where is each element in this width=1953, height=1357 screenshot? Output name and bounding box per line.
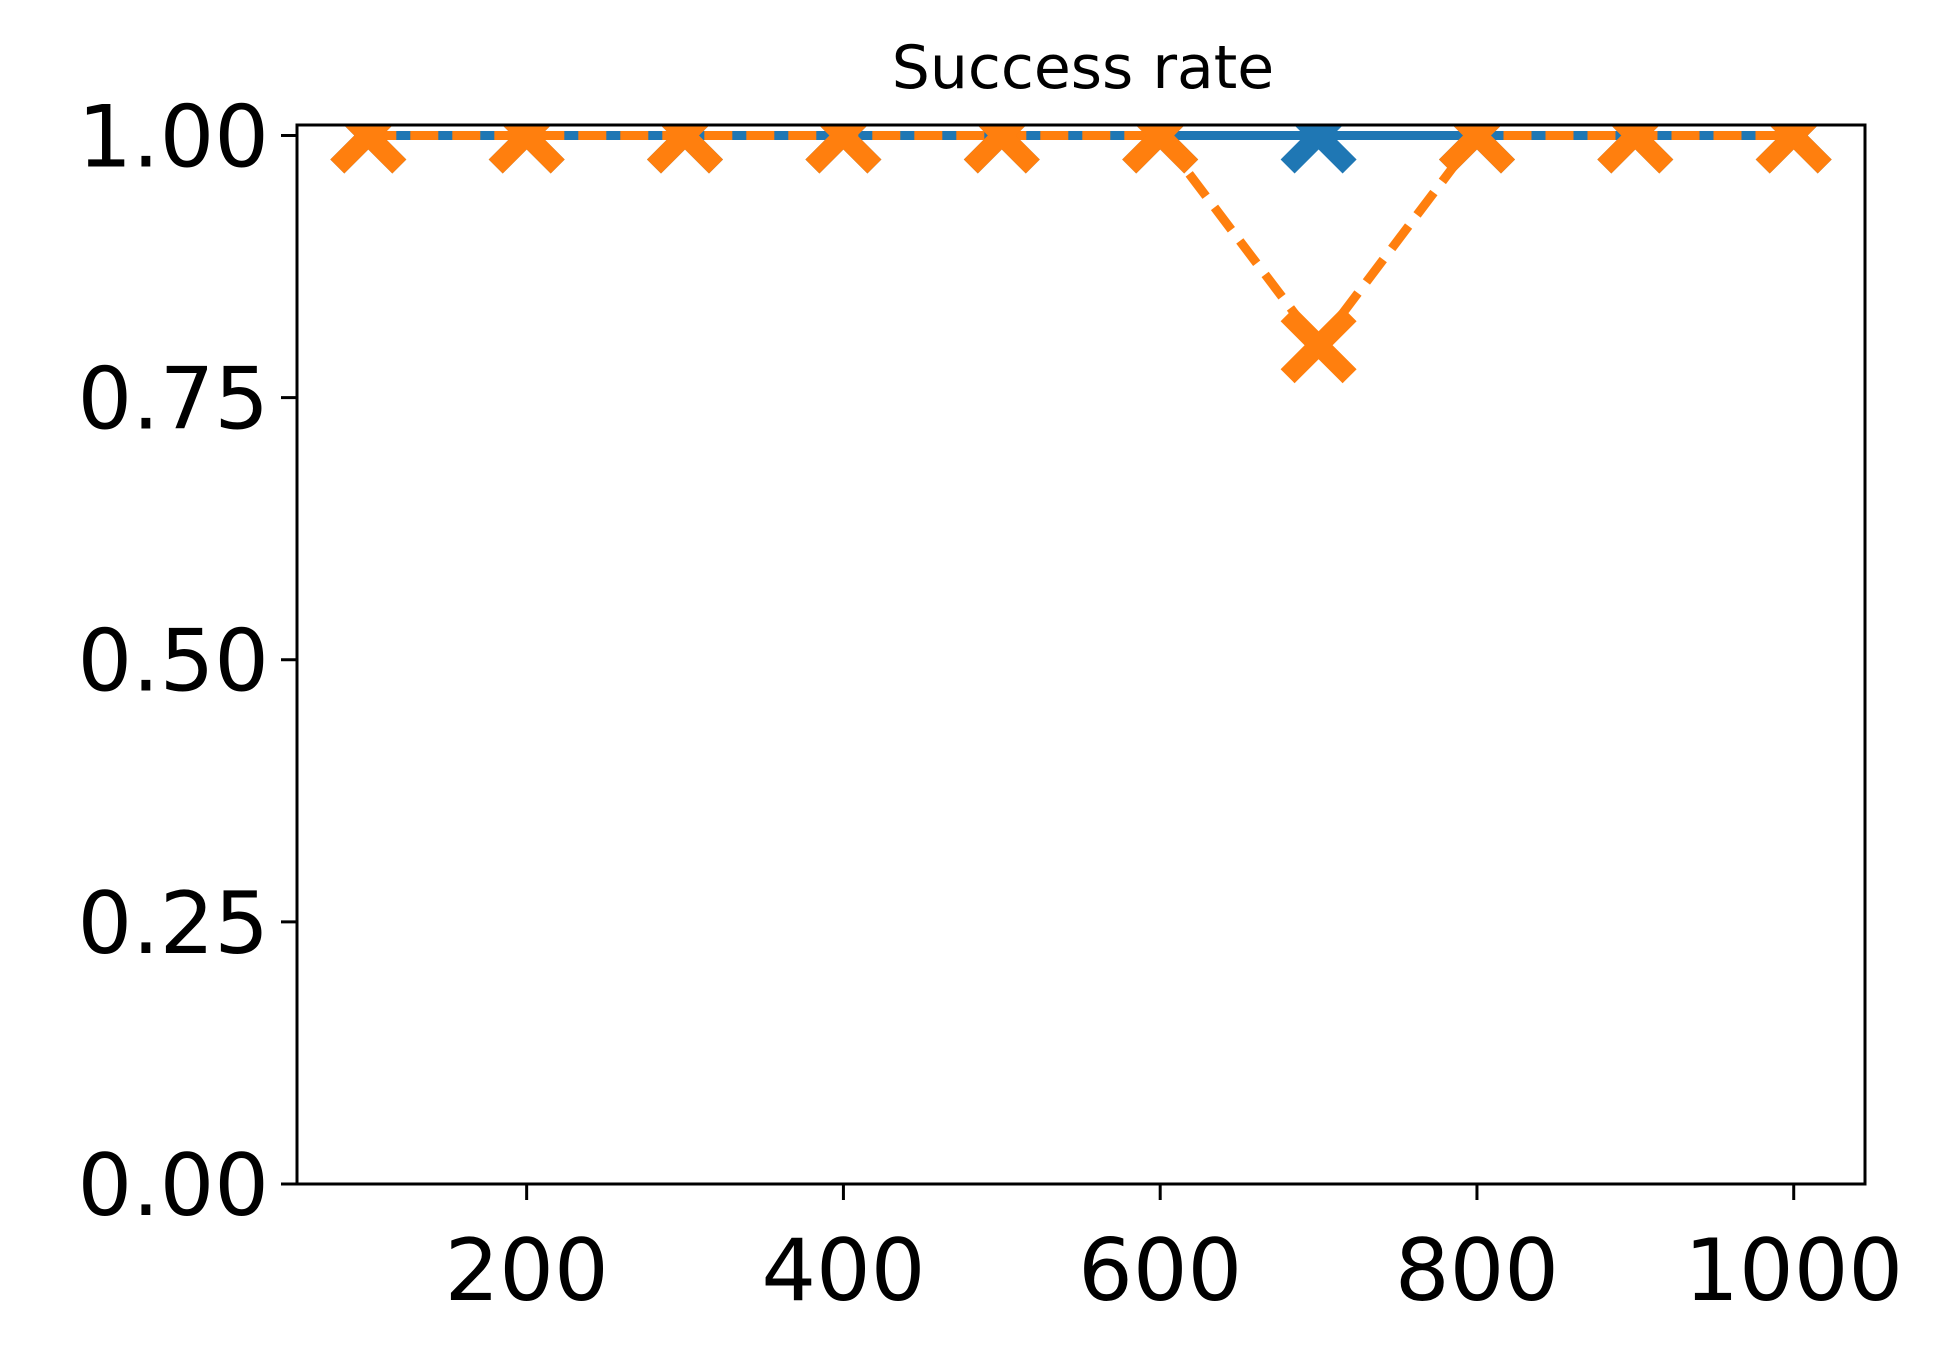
axes: 0.00 0.25 0.50 0.75 1.00 200 400 600 800 1000 <box>78 87 1904 1321</box>
series-2-line <box>368 131 1794 350</box>
series-2 <box>330 125 1832 384</box>
x-tick-label-2: 400 <box>761 1221 925 1321</box>
y-tick-label-3: 0.50 <box>78 612 269 712</box>
series-2-point-3 <box>647 125 723 174</box>
series-1-point-7 <box>1280 125 1357 174</box>
x-tick-label-4: 800 <box>1395 1221 1559 1321</box>
y-tick-label-4: 0.75 <box>78 350 269 450</box>
x-tick-label-1: 200 <box>445 1221 609 1321</box>
axes-frame <box>295 123 1867 1186</box>
x-tick-label-5: 1000 <box>1684 1221 1903 1321</box>
series-2-point-6 <box>1122 125 1199 174</box>
chart-title: Success rate <box>892 33 1274 103</box>
y-tick-label-1: 0.00 <box>78 1136 269 1236</box>
series-2-point-5 <box>963 125 1040 174</box>
series-2-point-8 <box>1439 125 1515 174</box>
series-layer <box>330 125 1832 384</box>
y-tick-label-2: 0.25 <box>78 874 269 974</box>
series-2-point-7 <box>1280 307 1357 384</box>
series-2-point-9 <box>1597 125 1674 174</box>
series-2-point-2 <box>488 125 565 174</box>
y-tick-label-5: 1.00 <box>78 87 269 187</box>
series-2-point-1 <box>330 125 407 174</box>
series-2-point-10 <box>1755 125 1832 174</box>
series-2-point-4 <box>805 125 882 174</box>
x-tick-label-3: 600 <box>1078 1221 1242 1321</box>
plot-area <box>330 125 1832 384</box>
